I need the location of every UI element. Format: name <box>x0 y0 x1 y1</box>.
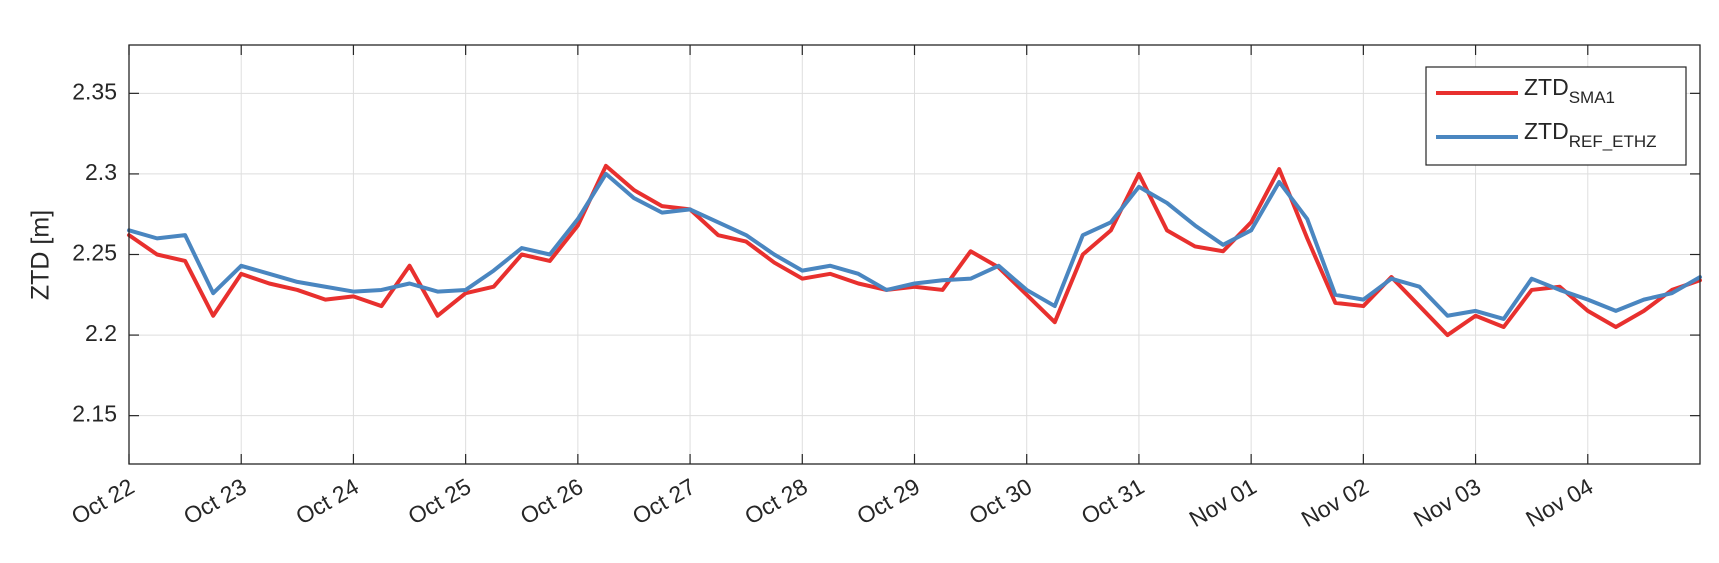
x-tick-label: Nov 01 <box>1185 473 1261 532</box>
y-axis-label: ZTD [m] <box>27 210 55 300</box>
y-tick-label: 2.3 <box>85 159 117 185</box>
x-tick-label: Oct 30 <box>965 473 1037 529</box>
x-tick-label: Oct 22 <box>67 473 139 529</box>
data-line <box>127 163 1702 338</box>
x-tick-label: Oct 26 <box>516 473 588 529</box>
y-tick-label: 2.15 <box>72 401 117 427</box>
legend-label-sub: SMA1 <box>1569 88 1615 107</box>
data-line <box>127 171 1702 321</box>
x-tick-label: Oct 28 <box>740 473 812 529</box>
x-tick-label: Oct 31 <box>1077 473 1149 529</box>
legend-label-sub: REF_ETHZ <box>1569 132 1657 151</box>
y-tick-label: 2.2 <box>85 320 117 346</box>
legend-box <box>1425 66 1687 166</box>
legend-label: ZTDREF_ETHZ <box>1524 118 1657 151</box>
plot-frame <box>128 44 1701 465</box>
x-tick-label: Oct 27 <box>628 473 700 529</box>
y-tick-label: 2.25 <box>72 240 117 266</box>
legend-label-main: ZTD <box>1524 118 1569 144</box>
x-tick-label: Nov 03 <box>1409 473 1485 532</box>
legend-label: ZTDSMA1 <box>1524 74 1615 107</box>
x-tick-label: Nov 02 <box>1297 473 1373 532</box>
x-tick-label: Oct 25 <box>403 473 475 529</box>
x-tick-label: Oct 23 <box>179 473 251 529</box>
legend-label-main: ZTD <box>1524 74 1569 100</box>
x-tick-label: Nov 04 <box>1521 473 1597 532</box>
x-tick-label: Oct 29 <box>852 473 924 529</box>
x-tick-label: Oct 24 <box>291 473 363 529</box>
y-tick-label: 2.35 <box>72 78 117 104</box>
